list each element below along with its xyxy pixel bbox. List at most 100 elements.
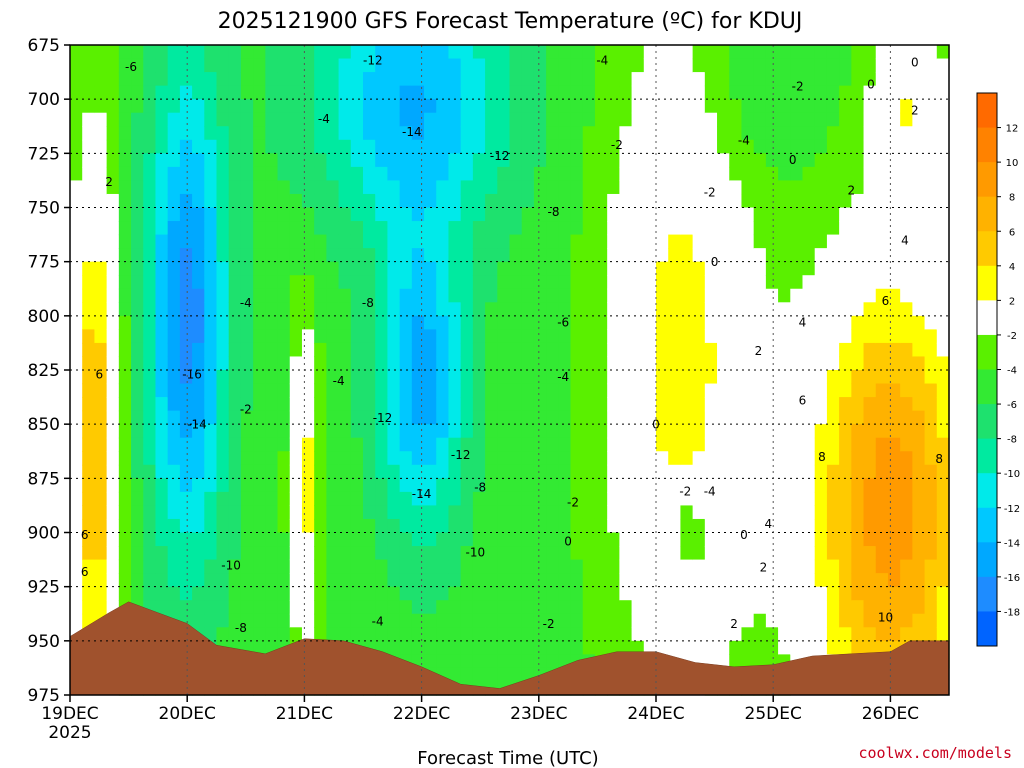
field-cell — [753, 221, 767, 236]
field-cell — [533, 45, 547, 60]
field-cell — [863, 613, 877, 628]
field-cell — [594, 329, 608, 344]
field-cell — [472, 261, 486, 276]
credit-label[interactable]: coolwx.com/models — [858, 744, 1012, 762]
field-cell — [448, 478, 462, 493]
field-cell — [216, 248, 230, 263]
field-cell — [680, 45, 694, 60]
field-cell — [900, 180, 913, 195]
field-cell — [448, 72, 462, 87]
field-cell — [118, 45, 132, 60]
field-cell — [326, 464, 340, 479]
field-cell — [228, 532, 242, 547]
field-cell — [802, 451, 816, 466]
field-cell — [936, 518, 950, 534]
field-cell — [289, 126, 303, 141]
field-cell — [179, 45, 193, 60]
field-cell — [143, 410, 157, 425]
field-cell — [704, 613, 718, 628]
field-cell — [216, 627, 230, 642]
field-cell — [240, 139, 254, 154]
field-cell — [424, 288, 437, 303]
field-cell — [814, 139, 828, 154]
field-cell — [363, 45, 376, 60]
field-cell — [570, 153, 584, 168]
field-cell — [790, 85, 804, 100]
field-cell — [826, 72, 840, 87]
field-cell — [900, 464, 913, 479]
field-cell — [204, 532, 218, 547]
field-cell — [851, 491, 865, 507]
field-cell — [753, 478, 767, 493]
field-cell — [582, 532, 596, 547]
field-cell — [375, 437, 389, 452]
field-cell — [375, 532, 389, 547]
field-cell — [82, 546, 96, 561]
field-cell — [875, 478, 889, 493]
field-cell — [643, 261, 657, 276]
field-cell — [70, 275, 83, 290]
field-cell — [668, 99, 682, 114]
field-cell — [936, 410, 950, 425]
field-cell — [301, 532, 315, 547]
field-cell — [472, 370, 486, 385]
field-cell — [680, 221, 694, 236]
field-cell — [851, 58, 865, 73]
field-cell — [839, 126, 852, 141]
field-cell — [387, 370, 401, 385]
field-cell — [277, 586, 291, 601]
field-cell — [399, 248, 413, 263]
field-cell — [228, 207, 242, 222]
field-cell — [936, 275, 950, 290]
field-cell — [338, 248, 352, 263]
field-cell — [472, 518, 486, 534]
field-cell — [94, 370, 108, 385]
field-cell — [131, 126, 144, 141]
field-cell — [558, 85, 572, 100]
field-cell — [887, 518, 901, 534]
field-cell — [594, 451, 608, 466]
field-cell — [533, 275, 547, 290]
field-cell — [900, 342, 913, 358]
contour-label: 10 — [878, 610, 893, 624]
field-cell — [765, 491, 779, 507]
contour-label: 0 — [652, 418, 660, 432]
field-cell — [338, 166, 352, 182]
field-cell — [912, 491, 926, 507]
field-cell — [106, 451, 120, 466]
field-cell — [131, 315, 144, 330]
field-cell — [814, 505, 828, 520]
field-cell — [179, 234, 193, 249]
field-cell — [253, 139, 266, 154]
field-cell — [277, 248, 291, 263]
field-cell — [924, 180, 938, 195]
field-cell — [497, 654, 511, 669]
contour-label: -4 — [372, 615, 384, 629]
field-cell — [851, 315, 865, 330]
field-cell — [118, 180, 132, 195]
field-cell — [143, 383, 157, 398]
field-cell — [326, 180, 340, 195]
field-cell — [851, 437, 865, 452]
field-cell — [204, 153, 218, 168]
field-cell — [619, 640, 633, 655]
field-cell — [106, 464, 120, 479]
field-cell — [301, 261, 315, 276]
field-cell — [314, 45, 327, 60]
field-cell — [472, 234, 486, 249]
field-cell — [607, 234, 620, 249]
field-cell — [179, 532, 193, 547]
field-cell — [301, 99, 315, 114]
field-cell — [509, 99, 523, 114]
field-cell — [631, 586, 645, 601]
field-cell — [802, 491, 816, 507]
field-cell — [485, 559, 498, 574]
field-cell — [826, 613, 840, 628]
field-cell — [460, 180, 474, 195]
field-cell — [875, 315, 889, 330]
field-cell — [753, 397, 767, 412]
field-cell — [228, 505, 242, 520]
field-cell — [167, 234, 181, 249]
field-cell — [778, 600, 791, 615]
field-cell — [436, 329, 450, 344]
